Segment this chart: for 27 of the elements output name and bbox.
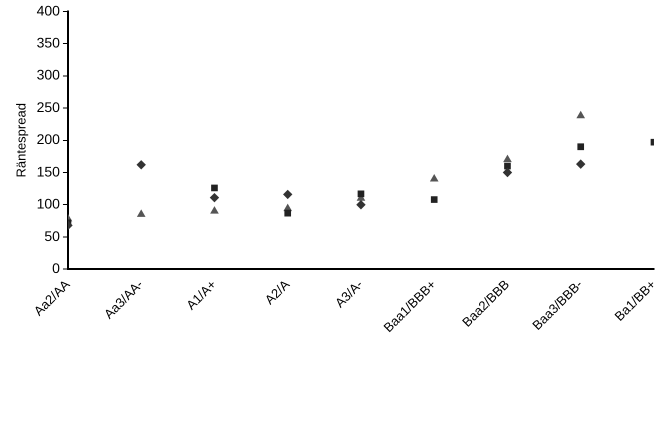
point <box>358 190 364 198</box>
point <box>136 160 146 170</box>
y-tick-label: 50 <box>44 228 60 244</box>
point <box>356 200 366 210</box>
point <box>504 155 512 162</box>
y-tick-label: 0 <box>52 260 60 276</box>
y-tick-label: 100 <box>36 196 60 212</box>
point <box>283 190 292 199</box>
point <box>502 168 512 178</box>
point <box>430 196 438 203</box>
y-tick-label: 300 <box>36 66 60 83</box>
point <box>576 160 586 169</box>
y-tick-label: 150 <box>36 163 60 180</box>
y-tick-label: 200 <box>36 131 60 148</box>
point <box>576 111 585 118</box>
point <box>284 210 292 216</box>
point <box>210 193 219 202</box>
point <box>210 206 218 214</box>
point <box>504 162 511 170</box>
point <box>430 174 438 182</box>
point <box>211 184 218 192</box>
y-tick-label: 400 <box>36 2 60 18</box>
y-tick-label: 250 <box>36 98 60 115</box>
y-axis-title: Räntespread <box>13 103 28 178</box>
point <box>137 210 146 217</box>
point <box>577 143 584 150</box>
y-tick-label: 350 <box>36 34 60 50</box>
